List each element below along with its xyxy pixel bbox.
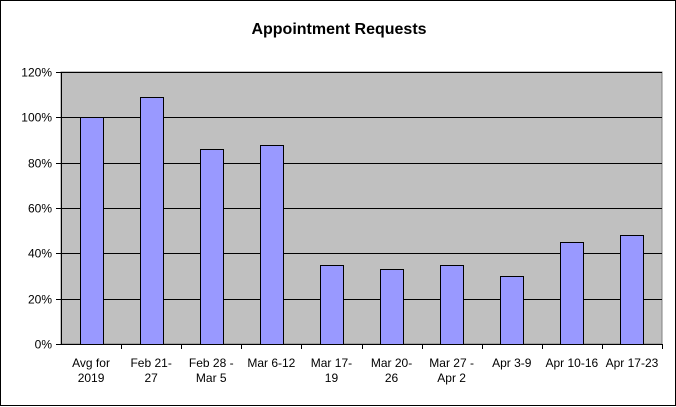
bar	[620, 235, 644, 345]
x-tick-label: Apr 10-16	[545, 356, 598, 370]
x-tick-label: Mar 6-12	[247, 356, 295, 370]
x-tick-label: 27	[144, 371, 158, 385]
x-tick-label: Apr 2	[437, 371, 466, 385]
bar	[500, 276, 524, 345]
x-tick-label: Mar 27 -	[429, 356, 474, 370]
bar	[320, 265, 344, 345]
bar	[380, 269, 404, 345]
y-tick-label: 100%	[21, 111, 52, 125]
x-tick-label: 26	[385, 371, 399, 385]
x-tick-label: Avg for	[72, 356, 110, 370]
y-tick-label: 20%	[28, 293, 52, 307]
bar	[560, 242, 584, 345]
x-tick-label: Mar 5	[196, 371, 227, 385]
x-tick-label: 19	[325, 371, 339, 385]
y-tick-label: 60%	[28, 202, 52, 216]
chart-title: Appointment Requests	[251, 21, 426, 38]
y-tick-label: 40%	[28, 247, 52, 261]
bar	[260, 145, 284, 345]
x-tick-label: Apr 17-23	[606, 356, 659, 370]
bar	[80, 117, 104, 345]
x-tick-label: Apr 3-9	[492, 356, 532, 370]
y-tick-label: 0%	[35, 338, 53, 352]
x-tick-label: Feb 28 -	[189, 356, 234, 370]
x-tick-label: Mar 20-	[371, 356, 412, 370]
bar	[440, 265, 464, 345]
bar	[140, 97, 164, 345]
x-tick-label: Mar 17-	[311, 356, 352, 370]
y-tick-label: 120%	[21, 66, 52, 80]
x-tick-label: 2019	[78, 371, 105, 385]
x-tick-label: Feb 21-	[130, 356, 171, 370]
bar	[200, 149, 224, 345]
y-tick-label: 80%	[28, 157, 52, 171]
